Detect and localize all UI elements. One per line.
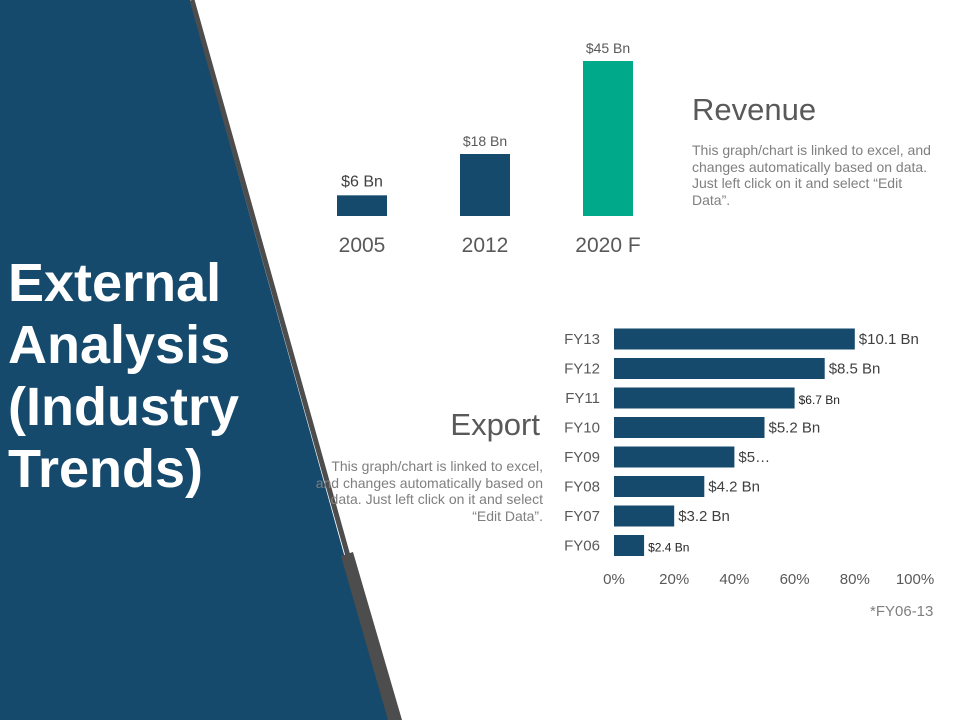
export-bar bbox=[614, 387, 795, 409]
title-line: (Industry bbox=[8, 377, 240, 437]
export-value-label: $2.4 Bn bbox=[648, 541, 689, 555]
export-bar bbox=[614, 417, 765, 438]
export-footnote: *FY06-13 bbox=[870, 603, 934, 620]
export-bar bbox=[614, 505, 675, 527]
revenue-category-label: 2005 bbox=[339, 234, 386, 257]
decorative-stripe bbox=[341, 552, 402, 720]
revenue-category-label: 2020 F bbox=[575, 234, 640, 257]
export-bar bbox=[614, 535, 645, 556]
export-x-tick-label: 80% bbox=[840, 571, 870, 588]
export-value-label: $4.2 Bn bbox=[708, 479, 760, 496]
export-value-label: $3.2 Bn bbox=[678, 508, 730, 525]
export-category-label: FY12 bbox=[564, 361, 600, 378]
revenue-description: This graph/chart is linked to excel, and… bbox=[692, 142, 931, 208]
export-value-label: $8.5 Bn bbox=[829, 361, 881, 378]
blue-side-panel bbox=[0, 0, 390, 720]
title-line: External bbox=[8, 253, 222, 313]
revenue-value-label: $45 Bn bbox=[586, 40, 630, 56]
revenue-bar bbox=[337, 195, 387, 216]
revenue-bar-chart: $6 Bn 2005 $18 Bn 2012 $45 Bn 2020 F bbox=[337, 40, 641, 257]
export-x-tick-label: 60% bbox=[780, 571, 810, 588]
export-value-label: $5… bbox=[738, 449, 770, 466]
export-category-label: FY11 bbox=[565, 390, 600, 407]
export-category-label: FY06 bbox=[564, 538, 600, 555]
revenue-value-label: $6 Bn bbox=[341, 173, 383, 190]
revenue-bar bbox=[583, 61, 633, 216]
title-line: Trends) bbox=[8, 439, 204, 499]
export-heading: Export bbox=[450, 407, 540, 442]
revenue-value-label: $18 Bn bbox=[463, 133, 507, 149]
export-value-label: $6.7 Bn bbox=[799, 393, 840, 407]
export-bar bbox=[614, 446, 735, 468]
export-value-label: $5.2 Bn bbox=[769, 420, 821, 437]
slide-title: External Analysis (Industry Trends) bbox=[8, 252, 288, 500]
revenue-category-label: 2012 bbox=[462, 234, 509, 257]
export-x-tick-label: 100% bbox=[896, 571, 934, 588]
export-value-label: $10.1 Bn bbox=[859, 331, 919, 348]
title-line: Analysis bbox=[8, 315, 231, 375]
export-x-tick-label: 20% bbox=[659, 571, 689, 588]
export-category-label: FY08 bbox=[564, 479, 600, 496]
export-bar-chart: FY13 $10.1 Bn FY12 $8.5 Bn FY11 $6.7 Bn FY10 $5… bbox=[564, 328, 934, 588]
export-category-label: FY09 bbox=[564, 449, 600, 466]
export-description: This graph/chart is linked to excel, and… bbox=[315, 458, 543, 524]
export-category-label: FY13 bbox=[564, 331, 600, 348]
export-bar bbox=[614, 476, 705, 497]
export-bar bbox=[614, 328, 855, 350]
export-category-label: FY10 bbox=[564, 420, 600, 437]
revenue-heading: Revenue bbox=[692, 92, 817, 127]
export-bar bbox=[614, 358, 825, 379]
revenue-bar bbox=[460, 154, 510, 216]
export-category-label: FY07 bbox=[564, 508, 600, 525]
export-x-tick-label: 0% bbox=[603, 571, 625, 588]
export-x-tick-label: 40% bbox=[719, 571, 749, 588]
